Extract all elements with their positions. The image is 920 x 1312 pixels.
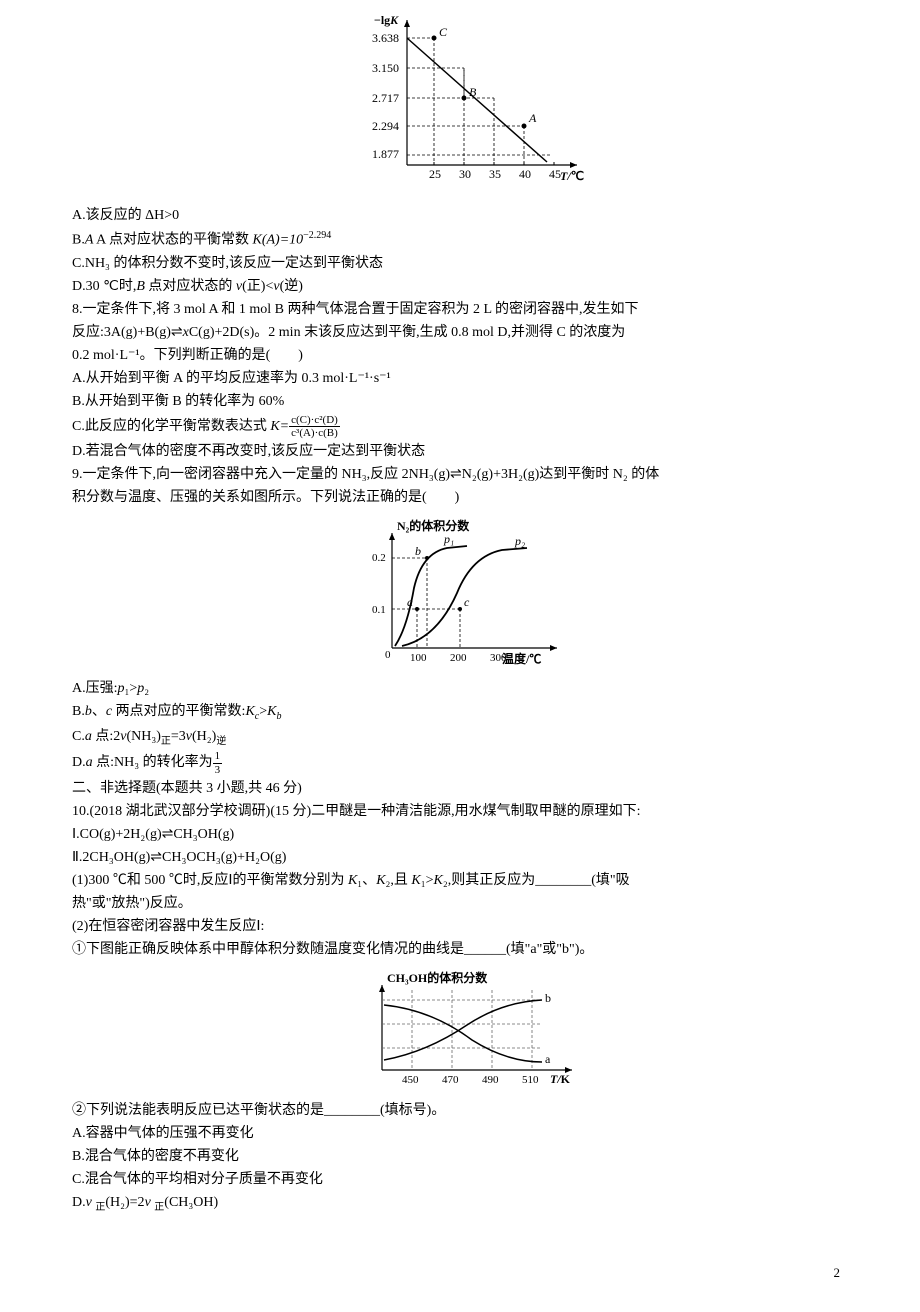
q10-p1-1: (1)300 ℃和 500 ℃时,反应Ⅰ的平衡常数分别为 K₁、K₂,且 K₁>… (72, 870, 848, 891)
q8-opt-d: D.若混合气体的密度不再改变时,该反应一定达到平衡状态 (72, 441, 848, 462)
svg-text:b: b (545, 991, 551, 1005)
chart-lgk-vs-t: −lgK T/℃ 25 30 35 40 45 1.877 2.294 2.717 3.150… (352, 10, 592, 195)
q8-stem-1: 8.一定条件下,将 3 mol A 和 1 mol B 两种气体混合置于固定容积… (72, 299, 848, 320)
svg-text:1.877: 1.877 (372, 147, 399, 161)
svg-text:35: 35 (489, 167, 501, 181)
svg-text:p₁: p₁ (443, 532, 454, 546)
q9-stem-1: 9.一定条件下,向一密闭容器中充入一定量的 NH₃,反应 2NH₃(g)⇌N₂(… (72, 464, 848, 485)
chart2-xlabel: 温度/℃ (502, 651, 541, 666)
q7-opt-a: A.该反应的 ΔH>0 (72, 205, 848, 226)
page-number: 2 (834, 1263, 841, 1283)
chart3-svg: CH₃OH的体积分数 a b 450 470 490 510 T/K (342, 970, 592, 1090)
q7-opt-c: C.NH₃ 的体积分数不变时,该反应一定达到平衡状态 (72, 253, 848, 274)
q8-opt-b: B.从开始到平衡 B 的转化率为 60% (72, 391, 848, 412)
chart1-points: C B A (432, 25, 538, 129)
svg-text:0.2: 0.2 (372, 552, 386, 564)
svg-text:A: A (528, 111, 537, 125)
svg-text:C: C (439, 25, 448, 39)
q8-opt-c: C.此反应的化学平衡常数表达式 K=c(C)·c²(D)c³(A)·c(B) (72, 414, 848, 439)
q9-opt-a: A.压强:p₁>p₂ (72, 678, 848, 699)
chart1-yticks: 1.877 2.294 2.717 3.150 3.638 (372, 31, 399, 161)
q10-eq1: Ⅰ.CO(g)+2H₂(g)⇌CH₃OH(g) (72, 824, 848, 845)
svg-text:450: 450 (402, 1074, 419, 1086)
svg-text:c: c (464, 595, 470, 609)
svg-text:0: 0 (385, 649, 391, 661)
svg-text:470: 470 (442, 1074, 459, 1086)
chart2-ylabel: N₂的体积分数 (397, 518, 470, 533)
q8-stem-2: 反应:3A(g)+B(g)⇌xC(g)+2D(s)。2 min 末该反应达到平衡… (72, 322, 848, 343)
svg-text:2.717: 2.717 (372, 91, 399, 105)
chart1-svg: −lgK T/℃ 25 30 35 40 45 1.877 2.294 2.717 3.150… (352, 10, 592, 195)
q9-stem-2: 积分数与温度、压强的关系如图所示。下列说法正确的是( ) (72, 487, 848, 508)
q7-opt-d: D.30 ℃时,B 点对应状态的 v(正)<v(逆) (72, 276, 848, 297)
q8-stem-3: 0.2 mol·L⁻¹。下列判断正确的是( ) (72, 345, 848, 366)
q10-p2: (2)在恒容密闭容器中发生反应Ⅰ: (72, 916, 848, 937)
svg-text:3.638: 3.638 (372, 31, 399, 45)
q9-opt-c: C.a 点:2v(NH₃)正=3v(H₂)逆 (72, 726, 848, 749)
q10-p2-2-b: B.混合气体的密度不再变化 (72, 1146, 848, 1167)
svg-text:T/K: T/K (550, 1072, 571, 1086)
svg-text:490: 490 (482, 1074, 499, 1086)
q10-p2-2-a: A.容器中气体的压强不再变化 (72, 1123, 848, 1144)
q10-p2-2-d: D.v 正(H₂)=2v 正(CH₃OH) (72, 1192, 848, 1215)
q10-p2-1: ①下图能正确反映体系中甲醇体积分数随温度变化情况的曲线是______(填"a"或… (72, 939, 848, 960)
chart1-ylabel: −lgK (374, 13, 399, 27)
q9-opt-b: B.b、c 两点对应的平衡常数:Kc>Kb (72, 701, 848, 724)
svg-text:100: 100 (410, 652, 427, 664)
chart1-axes (404, 20, 577, 168)
chart1-xlabel: T/℃ (560, 169, 584, 183)
svg-text:p₂: p₂ (514, 534, 525, 548)
svg-text:300: 300 (490, 652, 507, 664)
q10-p2-2-c: C.混合气体的平均相对分子质量不再变化 (72, 1169, 848, 1190)
chart2-svg: N₂的体积分数 温度/℃ 100200300 0.10.2 0 p₁ p₂ a … (352, 518, 572, 668)
q10-p2-2: ②下列说法能表明反应已达平衡状态的是________(填标号)。 (72, 1100, 848, 1121)
q10-stem: 10.(2018 湖北武汉部分学校调研)(15 分)二甲醚是一种清洁能源,用水煤… (72, 801, 848, 822)
chart-ch3oh-fraction: CH₃OH的体积分数 a b 450 470 490 510 T/K (342, 970, 592, 1090)
chart1-mainline (407, 38, 547, 162)
svg-text:30: 30 (459, 167, 471, 181)
q10-p1-2: 热"或"放热")反应。 (72, 893, 848, 914)
svg-text:2.294: 2.294 (372, 119, 399, 133)
svg-text:40: 40 (519, 167, 531, 181)
svg-text:200: 200 (450, 652, 467, 664)
svg-text:0.1: 0.1 (372, 604, 386, 616)
q10-eq2: Ⅱ.2CH₃OH(g)⇌CH₃OCH₃(g)+H₂O(g) (72, 847, 848, 868)
chart3-grid (382, 990, 542, 1070)
svg-text:25: 25 (429, 167, 441, 181)
q9-opt-d: D.a 点:NH₃ 的转化率为13 (72, 750, 848, 775)
svg-text:b: b (415, 544, 421, 558)
section2-title: 二、非选择题(本题共 3 小题,共 46 分) (72, 778, 848, 799)
q8-opt-a: A.从开始到平衡 A 的平均反应速率为 0.3 mol·L⁻¹·s⁻¹ (72, 368, 848, 389)
q7-opt-b: B.A A 点对应状态的平衡常数 K(A)=10−2.294 (72, 228, 848, 251)
svg-text:510: 510 (522, 1074, 539, 1086)
svg-text:a: a (407, 595, 413, 609)
svg-text:3.150: 3.150 (372, 61, 399, 75)
chart-n2-fraction: N₂的体积分数 温度/℃ 100200300 0.10.2 0 p₁ p₂ a … (352, 518, 572, 668)
svg-text:B: B (469, 85, 477, 99)
chart3-ylabel: CH₃OH的体积分数 (387, 970, 488, 985)
svg-text:45: 45 (549, 167, 561, 181)
svg-text:a: a (545, 1052, 551, 1066)
